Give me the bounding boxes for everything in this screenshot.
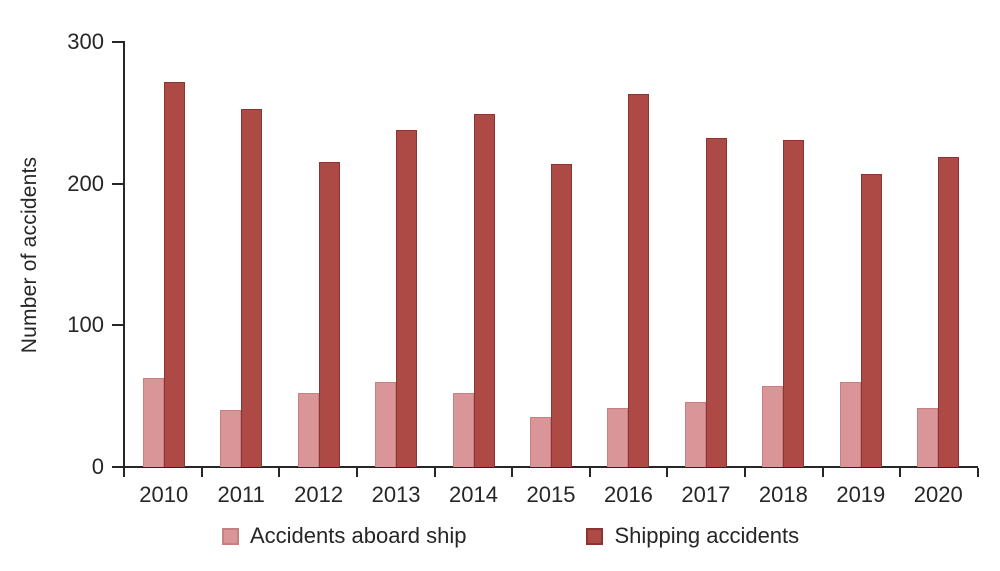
bar-shipping-accidents-2019	[860, 173, 882, 467]
x-tick-label-2017: 2017	[681, 482, 731, 507]
legend-swatch-icon	[222, 527, 239, 545]
bar-shipping-accidents-2016	[628, 94, 650, 467]
bar-shipping-accidents-2020	[938, 156, 960, 467]
x-tick-mark-7	[666, 468, 669, 477]
bar-accidents-aboard-ship-2017	[684, 401, 706, 467]
x-tick-mark-11	[977, 468, 979, 477]
y-tick-mark-200	[112, 182, 123, 185]
legend-label: Shipping accidents	[614, 523, 800, 548]
x-tick-label-2018: 2018	[758, 482, 808, 507]
bar-shipping-accidents-2014	[473, 114, 495, 467]
y-tick-label-0: 0	[91, 454, 104, 479]
y-tick-mark-100	[112, 324, 123, 327]
bar-accidents-aboard-ship-2013	[375, 382, 397, 467]
x-tick-label-2020: 2020	[913, 482, 963, 507]
x-axis-line	[112, 466, 978, 468]
y-tick-label-300: 300	[67, 29, 104, 54]
y-tick-mark-0	[112, 466, 123, 468]
y-axis-line	[123, 41, 125, 469]
x-tick-label-2019: 2019	[836, 482, 886, 507]
x-tick-mark-8	[744, 468, 747, 477]
x-tick-mark-10	[899, 468, 902, 477]
x-tick-label-2012: 2012	[294, 482, 344, 507]
legend-label: Accidents aboard ship	[250, 523, 467, 548]
bar-accidents-aboard-ship-2014	[452, 393, 474, 467]
x-tick-label-2014: 2014	[449, 482, 499, 507]
x-tick-mark-0	[123, 468, 125, 477]
bar-accidents-aboard-ship-2018	[762, 386, 784, 467]
x-tick-label-2013: 2013	[371, 482, 421, 507]
x-tick-mark-5	[511, 468, 514, 477]
x-tick-mark-2	[278, 468, 281, 477]
bar-shipping-accidents-2017	[705, 138, 727, 467]
bar-shipping-accidents-2013	[396, 129, 418, 467]
legend-item-accidents-aboard-ship: Accidents aboard ship	[222, 523, 466, 549]
x-tick-label-2011: 2011	[217, 482, 265, 507]
x-tick-mark-4	[433, 468, 436, 477]
y-tick-label-100: 100	[67, 312, 104, 338]
x-tick-mark-6	[588, 468, 591, 477]
legend-item-shipping-accidents: Shipping accidents	[586, 523, 799, 549]
bar-accidents-aboard-ship-2019	[839, 382, 861, 467]
x-tick-mark-9	[821, 468, 824, 477]
x-tick-label-2015: 2015	[526, 482, 576, 507]
bar-shipping-accidents-2010	[163, 81, 185, 467]
bar-accidents-aboard-ship-2016	[607, 407, 629, 467]
bar-shipping-accidents-2012	[318, 162, 340, 467]
bar-shipping-accidents-2015	[551, 163, 572, 467]
legend: Accidents aboard ship Shipping accidents	[222, 523, 799, 549]
bar-accidents-aboard-ship-2020	[917, 407, 939, 467]
legend-swatch-icon	[586, 527, 604, 545]
bar-accidents-aboard-ship-2011	[220, 410, 242, 467]
x-tick-label-2010: 2010	[139, 482, 189, 507]
plot-area	[125, 42, 977, 467]
bar-shipping-accidents-2018	[783, 139, 805, 467]
bar-accidents-aboard-ship-2012	[297, 393, 319, 467]
y-tick-label-200: 200	[67, 170, 104, 196]
y-axis-title: Number of accidents	[18, 156, 41, 354]
x-tick-mark-1	[200, 468, 203, 477]
y-tick-mark-300	[112, 41, 123, 43]
x-tick-mark-3	[355, 468, 358, 477]
bar-accidents-aboard-ship-2015	[530, 417, 551, 467]
bar-accidents-aboard-ship-2010	[142, 377, 164, 467]
x-tick-label-2016: 2016	[603, 482, 653, 507]
bar-shipping-accidents-2011	[241, 108, 263, 467]
